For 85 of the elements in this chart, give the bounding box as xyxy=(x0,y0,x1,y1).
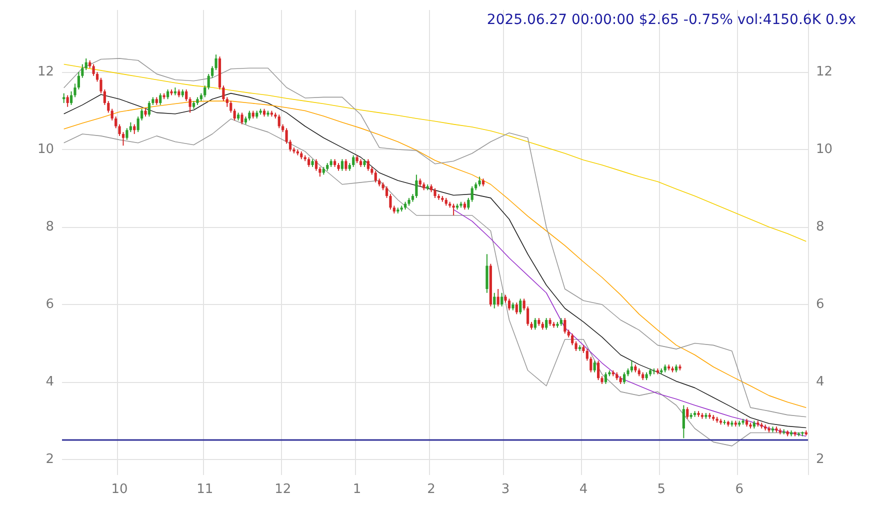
candlestick xyxy=(467,197,470,210)
y2-tick-label: 8 xyxy=(816,220,824,234)
candlestick xyxy=(630,360,634,373)
y-tick-label: 12 xyxy=(37,64,54,80)
candlestick xyxy=(166,88,170,100)
candlestick xyxy=(434,188,436,198)
candlestick xyxy=(148,100,151,118)
candlestick xyxy=(586,348,588,362)
candlestick xyxy=(604,372,608,384)
candlestick xyxy=(493,292,496,309)
candlestick xyxy=(452,203,455,216)
candlestick xyxy=(92,64,95,76)
candlestick xyxy=(66,94,69,108)
candlestick xyxy=(500,292,504,307)
x-tick-label: 5 xyxy=(657,482,666,497)
candlestick xyxy=(597,360,600,381)
candlestick xyxy=(226,96,228,108)
chart-title: 2025.06.27 00:00:00 $2.65 -0.75% vol:4150.6K 0.9x xyxy=(486,12,856,28)
y-tick-label: 6 xyxy=(46,297,54,312)
candlestick xyxy=(136,116,140,133)
x-tick-label: 1 xyxy=(352,482,362,497)
candlestick xyxy=(159,92,162,106)
candlestick xyxy=(545,318,548,330)
candlestick xyxy=(285,128,288,144)
y2-tick-label: 12 xyxy=(816,64,833,80)
candlestick xyxy=(415,174,418,198)
candlestick xyxy=(526,306,530,326)
candlestick xyxy=(352,154,355,168)
candlestick xyxy=(478,176,481,187)
candlestick xyxy=(508,298,511,311)
x-tick-label: 4 xyxy=(579,482,588,497)
candlestick xyxy=(344,158,348,172)
x-tick-label: 2 xyxy=(427,482,436,497)
x-tick-label: 6 xyxy=(735,482,744,497)
y-tick-label: 2 xyxy=(46,452,54,467)
candlestick xyxy=(340,158,344,172)
line-series xyxy=(453,209,807,437)
candlestick xyxy=(70,90,73,106)
candlestick xyxy=(207,73,210,90)
candlestick xyxy=(522,298,526,311)
candlestick xyxy=(81,64,84,78)
candlestick xyxy=(496,288,500,307)
candlestick xyxy=(248,110,251,121)
candlestick xyxy=(519,298,522,315)
candlestick xyxy=(233,108,236,121)
x-tick-label: 3 xyxy=(501,482,510,497)
candlestick xyxy=(314,158,318,172)
candlestick xyxy=(366,158,370,172)
candlestick xyxy=(682,404,685,439)
candlestick xyxy=(110,108,114,121)
y2-tick-label: 6 xyxy=(816,297,824,312)
candlestick xyxy=(622,372,626,384)
x-tick-label: 12 xyxy=(274,482,292,497)
candlestick xyxy=(534,318,537,330)
candlestick xyxy=(288,139,292,152)
candlestick xyxy=(308,156,310,168)
candlestick xyxy=(486,254,488,294)
candlestick xyxy=(230,100,232,114)
y2-tick-label: 4 xyxy=(816,374,824,390)
candlestick xyxy=(107,100,110,114)
candlestick xyxy=(515,302,518,315)
candlestick xyxy=(62,92,66,104)
candlestick xyxy=(590,356,592,373)
candlestick xyxy=(240,112,244,125)
candlestick xyxy=(564,318,566,334)
x-tick-label: 10 xyxy=(111,482,128,497)
candlestick xyxy=(204,85,206,98)
candlestick xyxy=(140,108,144,121)
y-tick-label: 8 xyxy=(46,220,54,234)
candlestick xyxy=(318,166,322,178)
candlestick xyxy=(222,85,225,102)
y2-tick-label: 2 xyxy=(816,452,824,467)
candlestick xyxy=(278,114,280,129)
candlestick xyxy=(571,333,574,346)
line-series xyxy=(63,64,807,242)
y-tick-label: 10 xyxy=(37,142,54,157)
candlestick xyxy=(84,58,88,71)
y-tick-label: 4 xyxy=(46,374,54,390)
candlestick xyxy=(686,406,689,420)
candlestick xyxy=(126,128,128,140)
candlestick xyxy=(593,360,596,373)
candlestick xyxy=(374,170,377,183)
candlestick xyxy=(470,186,474,202)
x-tick-label: 11 xyxy=(196,482,214,497)
y2-tick-label: 10 xyxy=(816,142,833,157)
